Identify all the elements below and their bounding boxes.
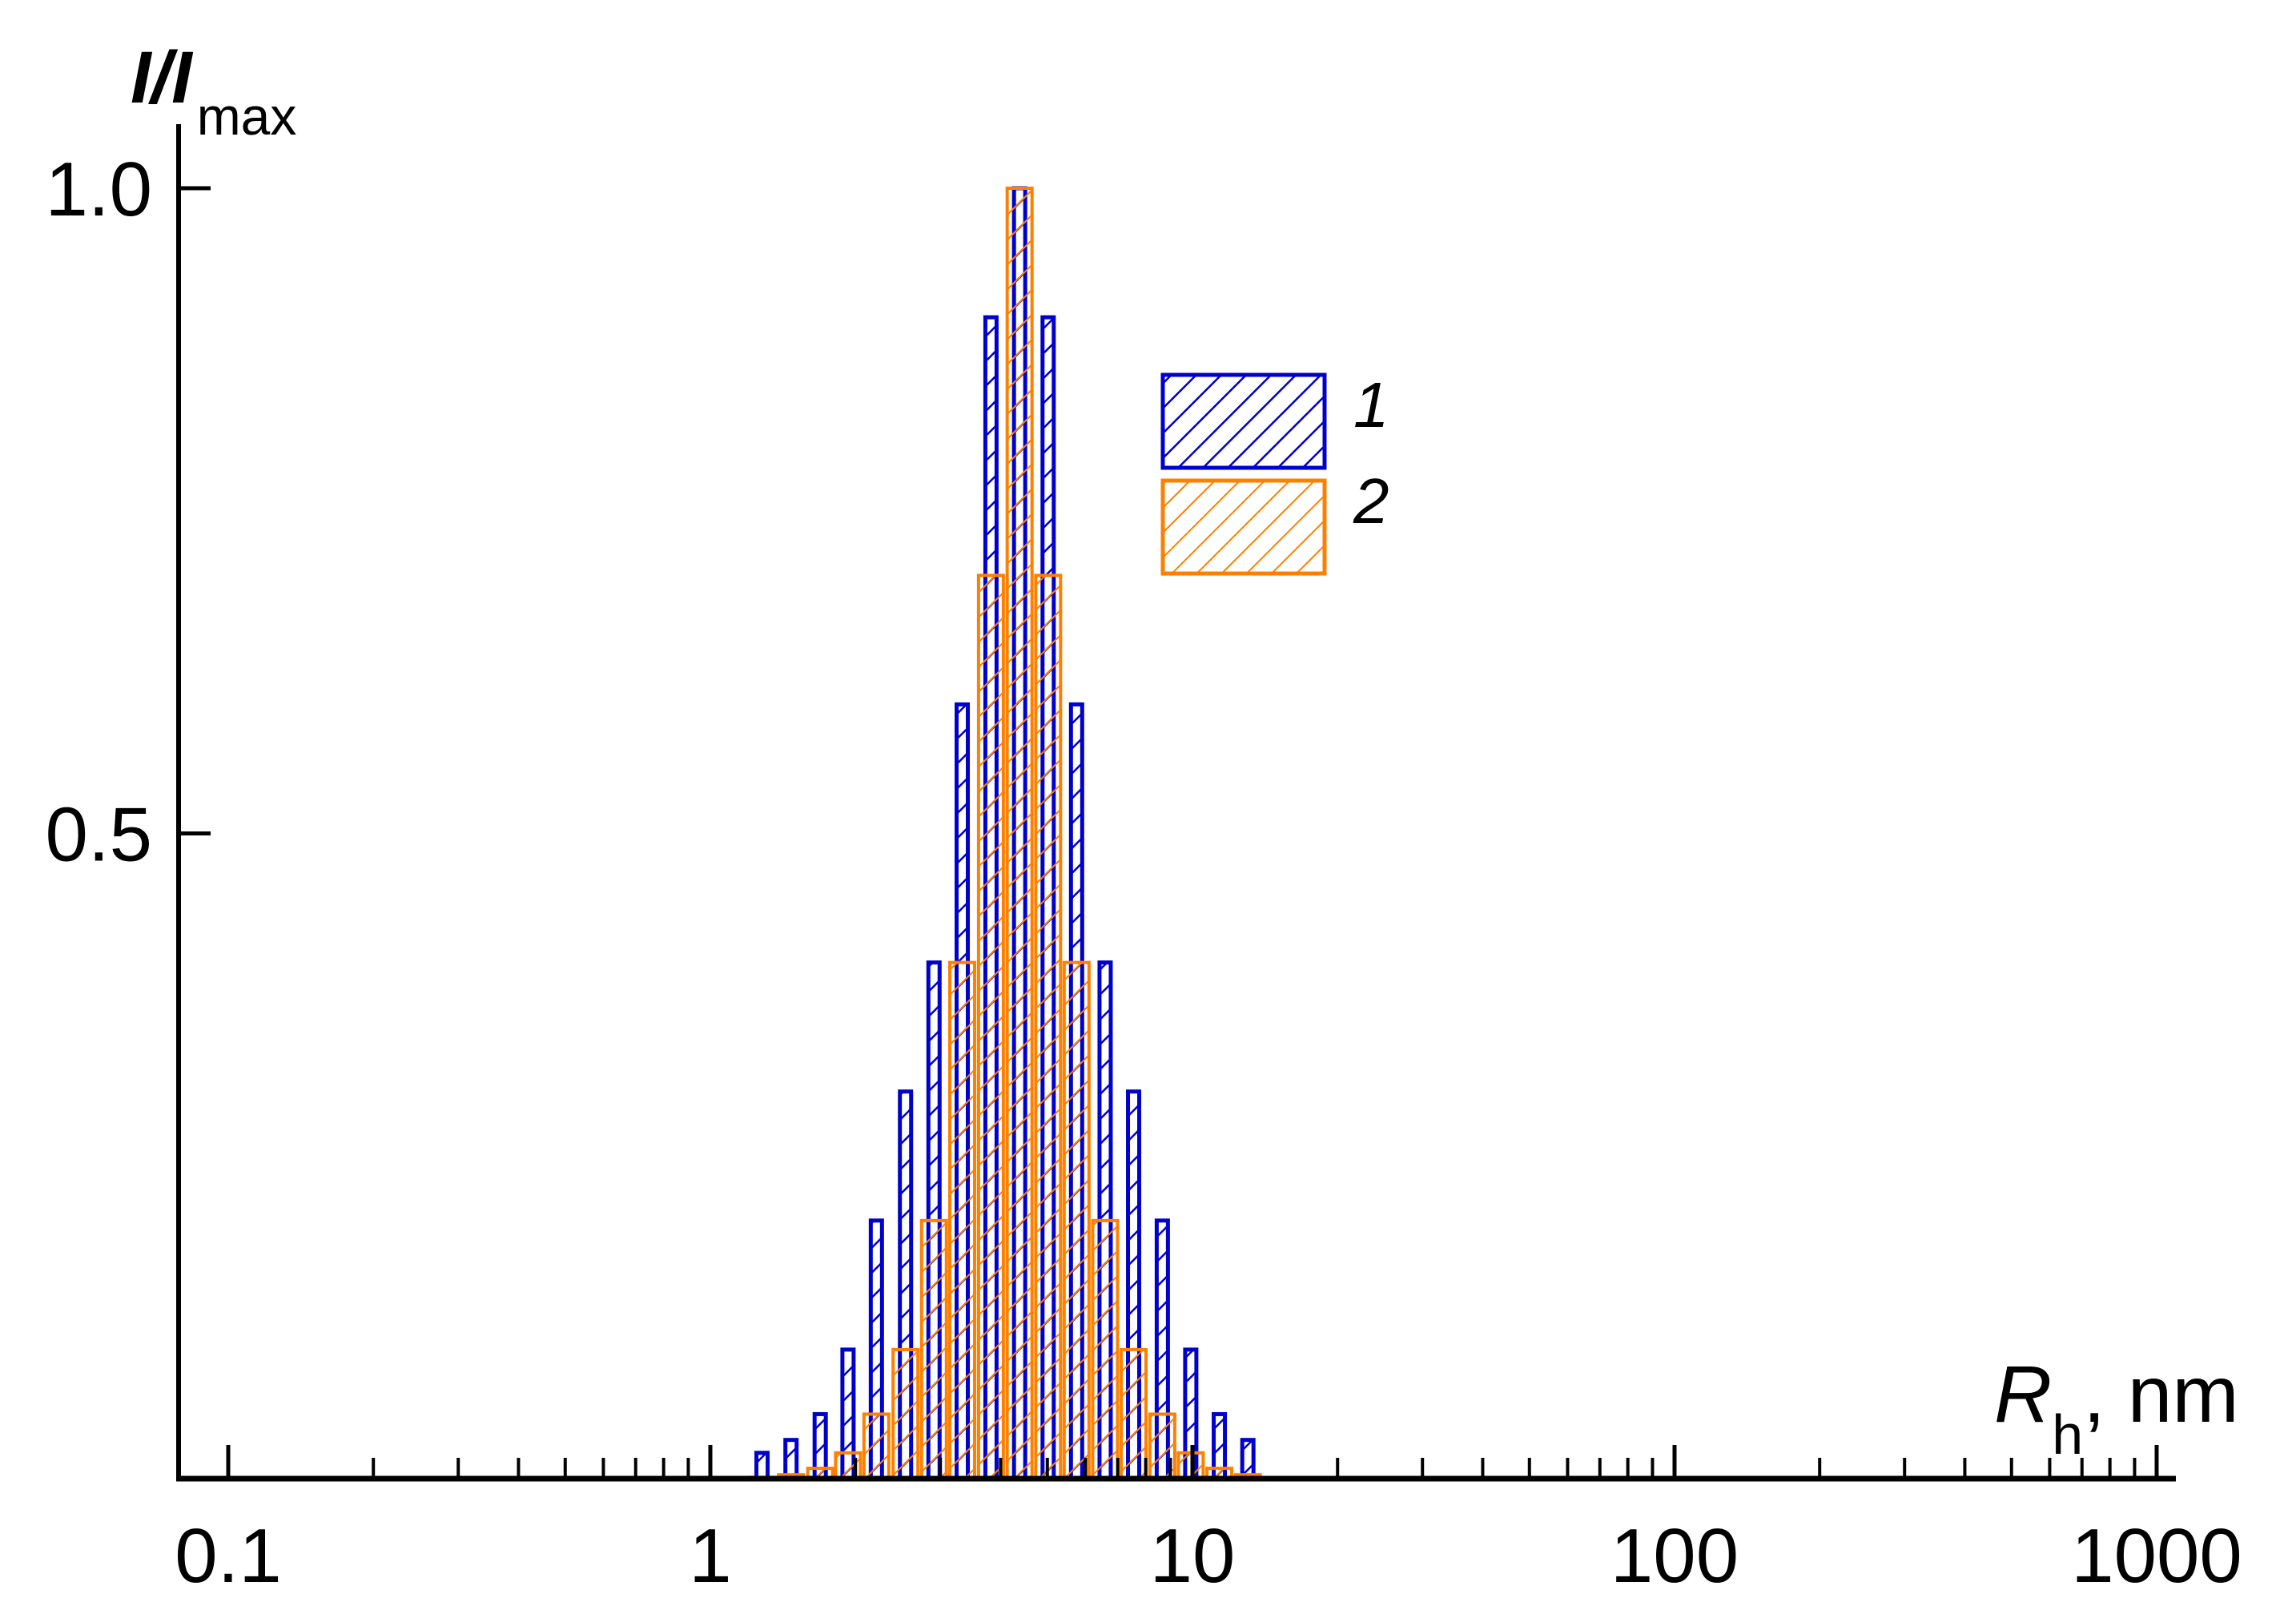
- x-axis-label-sub: h: [2052, 1403, 2083, 1466]
- legend: 1 2: [1160, 369, 1389, 576]
- bar-series-2-8: [976, 574, 1005, 1480]
- y-tick-label: 0.5: [46, 792, 152, 878]
- bar-series-2-13: [1120, 1347, 1148, 1481]
- y-axis-label-sub: max: [197, 87, 297, 146]
- x-tick-label: 0.1: [175, 1513, 281, 1599]
- y-ticks: 0.5 1.0: [46, 147, 211, 878]
- bar-series-2-7: [948, 960, 977, 1480]
- legend-label-2: 2: [1353, 465, 1389, 537]
- legend-label-1: 1: [1353, 369, 1389, 441]
- axes-layer: [176, 124, 2176, 1482]
- x-tick-label: 10: [1150, 1513, 1236, 1599]
- legend-swatch-1: [1160, 372, 1327, 470]
- bar-series-2-6: [919, 1218, 948, 1481]
- bar-series-1-0: [754, 1451, 770, 1481]
- bar-series-2-11: [1062, 960, 1091, 1480]
- x-tick-label: 100: [1610, 1513, 1739, 1599]
- bar-series-2-9: [1005, 187, 1034, 1480]
- y-tick-label: 1.0: [46, 147, 152, 232]
- bar-series-2-10: [1034, 574, 1063, 1480]
- x-axis-label: Rh, nm: [1994, 1350, 2239, 1466]
- bar-series-1-1: [783, 1438, 799, 1481]
- bar-series-2-4: [862, 1412, 891, 1480]
- bar-series-2-12: [1091, 1218, 1120, 1481]
- x-tick-label: 1000: [2071, 1513, 2242, 1599]
- legend-swatch-2: [1160, 478, 1327, 576]
- x-tick-label: 1: [689, 1513, 731, 1599]
- bar-series-1-17: [1240, 1438, 1256, 1481]
- bar-series-2-5: [891, 1347, 920, 1481]
- x-ticks: 0.1 1 10 100 1000: [175, 1445, 2242, 1599]
- y-axis-label: I/Imax: [131, 37, 296, 146]
